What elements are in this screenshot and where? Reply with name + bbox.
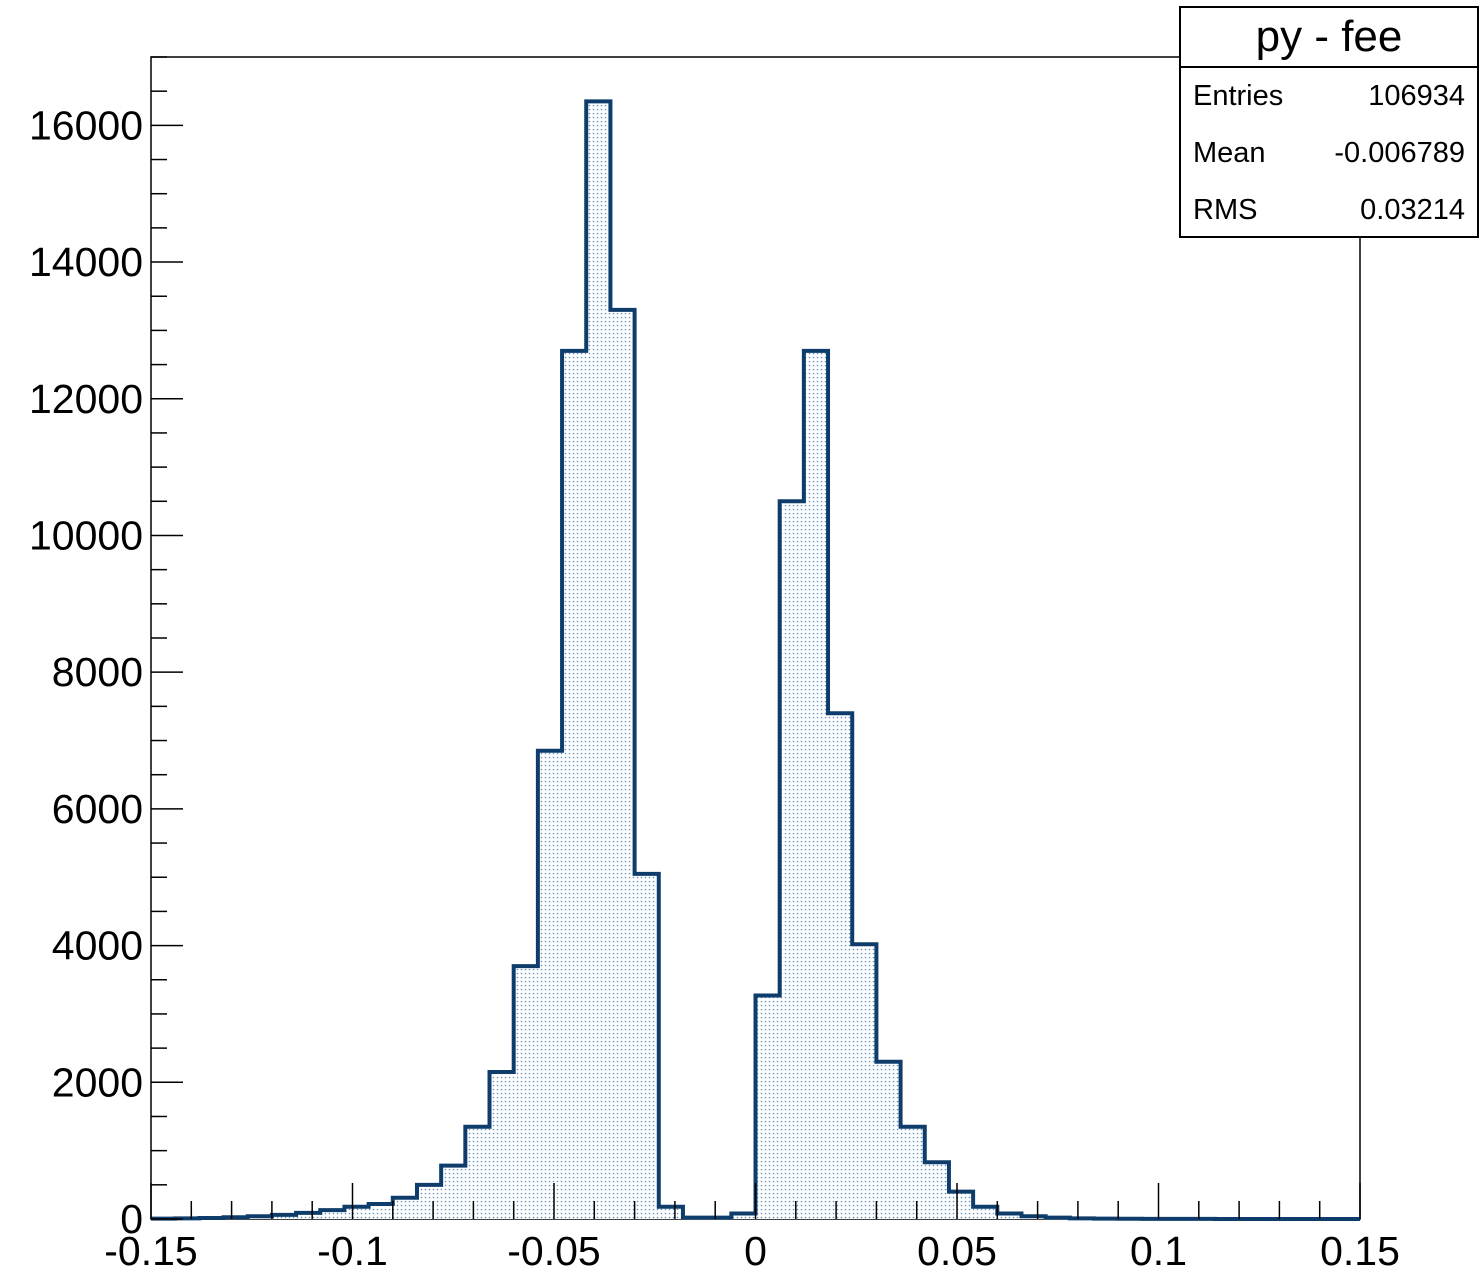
stats-mean-label: Mean [1193,137,1266,169]
histogram-bar [779,501,804,1219]
histogram-bar [296,1212,321,1219]
histogram-bar [562,350,587,1220]
histogram-bar [755,995,780,1219]
y-tick-label: 8000 [52,649,143,695]
y-tick-label: 12000 [29,376,143,422]
histogram-bar [368,1203,393,1219]
histogram-bar [997,1213,1022,1219]
bars-layer [151,99,1360,1221]
x-tick-label: 0.05 [917,1228,997,1273]
stats-entries-label: Entries [1193,80,1284,112]
x-tick-label: 0.1 [1130,1228,1187,1273]
y-tick-label: 16000 [29,102,143,148]
histogram-bar [973,1206,998,1219]
y-tick-label: 6000 [52,786,143,832]
histogram-bar [513,966,538,1219]
histogram-bar [828,713,853,1219]
histogram-bar [634,873,659,1219]
stats-row-entries: Entries 106934 [1181,68,1477,125]
labels-layer: 0 2000 4000 6000 8000 10000 12000 14000 16000 -0.… [29,102,1400,1273]
histogram-bar [537,750,563,1219]
stats-box: py - fee Entries 106934 Mean -0.006789 R… [1179,6,1479,238]
stats-title: py - fee [1181,8,1477,68]
histogram-bar [320,1210,345,1219]
x-tick-label: -0.05 [507,1228,600,1273]
histogram-bar [344,1206,369,1219]
y-tick-label: 14000 [29,239,143,285]
histogram-bar [465,1126,490,1219]
histogram-bar [658,1206,683,1219]
y-tick-label: 2000 [52,1059,143,1105]
histogram-bar [948,1191,974,1219]
x-tick-label: -0.1 [317,1228,388,1273]
histogram-bar [924,1162,949,1219]
histogram-bar [489,1072,514,1219]
stats-row-mean: Mean -0.006789 [1181,125,1477,182]
stats-entries-value: 106934 [1368,80,1465,112]
y-tick-label: 4000 [52,923,143,969]
histogram-bar [586,101,611,1219]
y-tick-label: 10000 [29,512,143,558]
histogram-bar [876,1061,901,1219]
histogram-bar [271,1214,297,1219]
histogram-bar [392,1197,417,1219]
histogram-bar [610,309,635,1219]
histogram-bar [731,1213,756,1219]
histogram-bar [416,1184,442,1219]
histogram-bar [852,944,877,1219]
axes-layer [150,56,1361,1220]
stats-rms-label: RMS [1193,194,1258,226]
histogram-bar [900,1126,925,1219]
x-tick-label: 0 [744,1228,767,1273]
x-tick-label: 0.15 [1320,1228,1400,1273]
stats-row-rms: RMS 0.03214 [1181,182,1477,239]
stats-rms-value: 0.03214 [1360,194,1465,226]
histogram-bar [803,350,829,1220]
x-tick-label: -0.15 [104,1228,197,1273]
stats-mean-value: -0.006789 [1334,137,1465,169]
histogram-bar [441,1165,466,1219]
y-tick-label: 0 [120,1196,143,1242]
histogram-outline [151,99,1360,1221]
